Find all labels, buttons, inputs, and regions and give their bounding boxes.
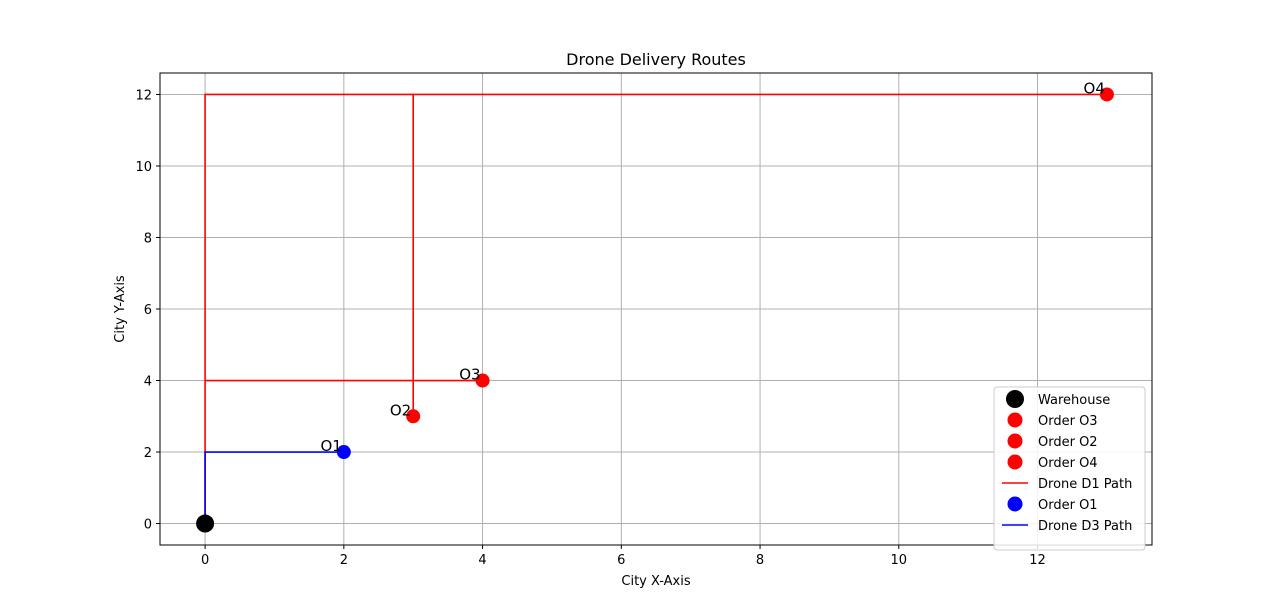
x-tick-label: 6: [617, 553, 625, 568]
chart-title: Drone Delivery Routes: [566, 50, 746, 69]
legend-label: Order O2: [1038, 435, 1098, 450]
legend-marker-swatch: [1007, 454, 1023, 470]
point-order-o3: [475, 373, 490, 388]
y-tick-label: 10: [135, 160, 152, 175]
legend-marker-swatch: [1007, 412, 1023, 428]
x-tick-label: 8: [756, 553, 764, 568]
x-tick-label: 0: [201, 553, 209, 568]
y-axis-title: City Y-Axis: [113, 275, 128, 343]
point-label-o1: O1: [320, 437, 341, 455]
legend-marker-swatch: [1007, 496, 1023, 512]
point-label-o3: O3: [459, 366, 480, 384]
axis-ticks: 0 2 4 6 8 10 12 0 2 4 6 8 10 12: [135, 88, 1045, 568]
legend-label: Order O1: [1038, 498, 1098, 513]
point-label-o4: O4: [1084, 79, 1105, 97]
x-tick-label: 4: [478, 553, 486, 568]
point-label-o2: O2: [390, 401, 411, 419]
legend-box: [993, 386, 1146, 551]
x-tick-label: 10: [891, 553, 908, 568]
x-tick-label: 12: [1029, 553, 1046, 568]
legend-label: Drone D3 Path: [1038, 519, 1132, 534]
x-tick-label: 2: [340, 553, 348, 568]
legend-label: Order O4: [1038, 456, 1098, 471]
y-tick-label: 4: [144, 375, 152, 390]
legend-label: Warehouse: [1038, 393, 1110, 408]
x-axis-title: City X-Axis: [621, 574, 690, 589]
y-tick-label: 0: [144, 518, 152, 533]
legend-label: Drone D1 Path: [1038, 477, 1132, 492]
y-tick-label: 2: [144, 446, 152, 461]
point-labels: O3 O2 O4 O1: [320, 79, 1104, 455]
point-order-o2: [406, 409, 421, 424]
delivery-points: [196, 87, 1114, 533]
y-tick-label: 6: [144, 303, 152, 318]
legend-marker-swatch: [1006, 390, 1024, 408]
path-drone-d1-path: [204, 93, 1107, 524]
drone-paths: [204, 93, 1107, 524]
point-order-o4: [1099, 87, 1114, 102]
legend-marker-swatch: [1007, 433, 1023, 449]
point-warehouse: [196, 514, 215, 533]
point-order-o1: [336, 445, 351, 460]
legend: Warehouse Order O3 Order O2 Order O4 Drone D…: [993, 386, 1146, 551]
y-tick-label: 8: [144, 231, 152, 246]
path-drone-d3-path: [204, 451, 344, 524]
legend-label: Order O3: [1038, 414, 1098, 429]
y-tick-label: 12: [135, 88, 152, 103]
